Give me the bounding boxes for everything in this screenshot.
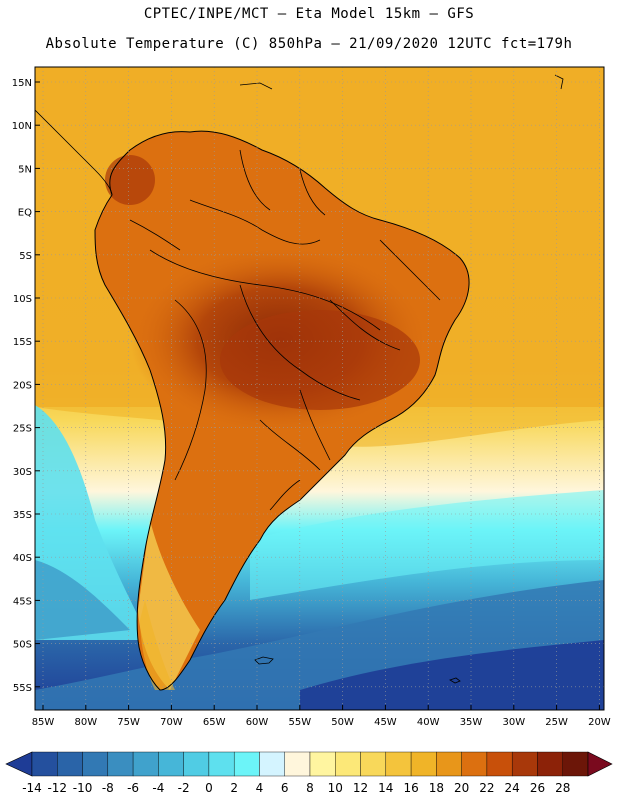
colorbar-label: 26	[530, 781, 545, 795]
caribbean-islands	[239, 82, 273, 90]
lat-tick-label: 15N	[12, 78, 32, 89]
lon-tick-label: 70W	[160, 717, 183, 728]
lat-tick-label: 10S	[13, 294, 32, 305]
lon-tick-label: 75W	[117, 717, 140, 728]
colorbar-swatch	[461, 751, 488, 777]
lat-tick-label: 30S	[13, 467, 32, 478]
colorbar-low-arrow	[5, 751, 33, 777]
colorbar-label: 18	[429, 781, 444, 795]
lat-tick-label: 5N	[18, 164, 32, 175]
colorbar-label: 22	[479, 781, 494, 795]
colorbar-label: 12	[353, 781, 368, 795]
colorbar-swatch	[132, 751, 159, 777]
colorbar-swatch	[107, 751, 134, 777]
lat-tick-label: EQ	[18, 208, 32, 219]
country-borders	[129, 149, 441, 511]
lon-tick-label: 60W	[246, 717, 269, 728]
colorbar: -14 -12 -10 -8 -6 -4 -2 0 2 4 6 8 10 12 14 16 18 20 22 24 26…	[5, 751, 613, 795]
lat-tick-label: 55S	[13, 683, 32, 694]
colorbar-label: -8	[102, 781, 114, 795]
falkland-islands	[254, 656, 274, 665]
colorbar-swatch	[436, 751, 462, 777]
colorbar-swatch	[511, 751, 538, 777]
map-frame	[34, 66, 605, 711]
colorbar-label: 8	[306, 781, 314, 795]
lon-tick-label: 35W	[460, 717, 483, 728]
lon-tick-label: 25W	[545, 717, 568, 728]
lat-tick-label: 40S	[13, 553, 32, 564]
latitude-axis: 15N 10N 5N EQ 5S 10S 15S 20S 25S 30S 35S 40S 45S 50S 5…	[12, 78, 40, 694]
temperature-field	[35, 67, 604, 710]
colorbar-label: 16	[403, 781, 418, 795]
colorbar-label: 24	[505, 781, 520, 795]
lat-tick-label: 5S	[19, 251, 32, 262]
lat-tick-label: 15S	[13, 337, 32, 348]
colorbar-swatch	[31, 751, 58, 777]
colorbar-swatch	[259, 751, 285, 777]
lat-tick-label: 35S	[13, 510, 32, 521]
colorbar-swatch	[233, 751, 260, 777]
colorbar-swatch	[57, 751, 83, 777]
lon-tick-label: 45W	[374, 717, 397, 728]
lat-tick-label: 45S	[13, 596, 32, 607]
lat-lon-grid	[35, 67, 604, 710]
colorbar-label: 0	[205, 781, 213, 795]
lon-tick-label: 30W	[502, 717, 525, 728]
lon-tick-label: 50W	[331, 717, 354, 728]
colorbar-label: 10	[328, 781, 343, 795]
colorbar-swatch	[360, 751, 387, 777]
colorbar-swatch	[309, 751, 336, 777]
chart-title-line1: CPTEC/INPE/MCT — Eta Model 15km — GFS	[143, 6, 475, 22]
south-georgia-island	[449, 677, 461, 684]
colorbar-label: -6	[127, 781, 139, 795]
colorbar-label: -2	[178, 781, 190, 795]
colorbar-swatch	[335, 751, 361, 777]
colorbar-label: -4	[152, 781, 164, 795]
colorbar-swatch	[562, 751, 589, 777]
colorbar-swatch	[385, 751, 412, 777]
lon-tick-label: 55W	[288, 717, 311, 728]
lat-tick-label: 50S	[13, 640, 32, 651]
colorbar-swatch	[537, 751, 563, 777]
coastline	[94, 130, 470, 691]
lon-tick-label: 20W	[588, 717, 611, 728]
lon-tick-label: 40W	[417, 717, 440, 728]
colorbar-label: -10	[73, 781, 93, 795]
colorbar-swatch	[158, 751, 184, 777]
colorbar-label: 6	[281, 781, 289, 795]
colorbar-swatch	[486, 751, 513, 777]
lesser-antilles	[554, 74, 564, 90]
lon-tick-label: 85W	[32, 717, 55, 728]
lon-tick-label: 65W	[203, 717, 226, 728]
colorbar-label: 4	[256, 781, 264, 795]
lat-tick-label: 20S	[13, 380, 32, 391]
colorbar-swatch	[183, 751, 210, 777]
colorbar-label: -14	[22, 781, 42, 795]
colorbar-high-arrow	[587, 751, 613, 777]
colorbar-swatch	[410, 751, 437, 777]
colorbar-swatch	[208, 751, 235, 777]
lat-tick-label: 10N	[12, 121, 32, 132]
lat-tick-label: 25S	[13, 424, 32, 435]
colorbar-label: 28	[555, 781, 570, 795]
colorbar-label: 20	[454, 781, 469, 795]
temperature-map: 15N 10N 5N EQ 5S 10S 15S 20S 25S 30S 35S 40S 45S 50S 5…	[12, 66, 611, 728]
colorbar-label: 2	[230, 781, 238, 795]
chart-title-line2: Absolute Temperature (C) 850hPa — 21/09/…	[45, 36, 573, 52]
colorbar-label: 14	[378, 781, 393, 795]
central-america-coast	[35, 109, 113, 196]
lon-tick-label: 80W	[74, 717, 97, 728]
colorbar-swatch	[82, 751, 109, 777]
colorbar-label: -12	[47, 781, 67, 795]
colorbar-swatch	[284, 751, 311, 777]
longitude-axis: 85W 80W 75W 70W 65W 60W 55W 50W 45W 40W 35W 30W 25W 2…	[32, 705, 611, 728]
